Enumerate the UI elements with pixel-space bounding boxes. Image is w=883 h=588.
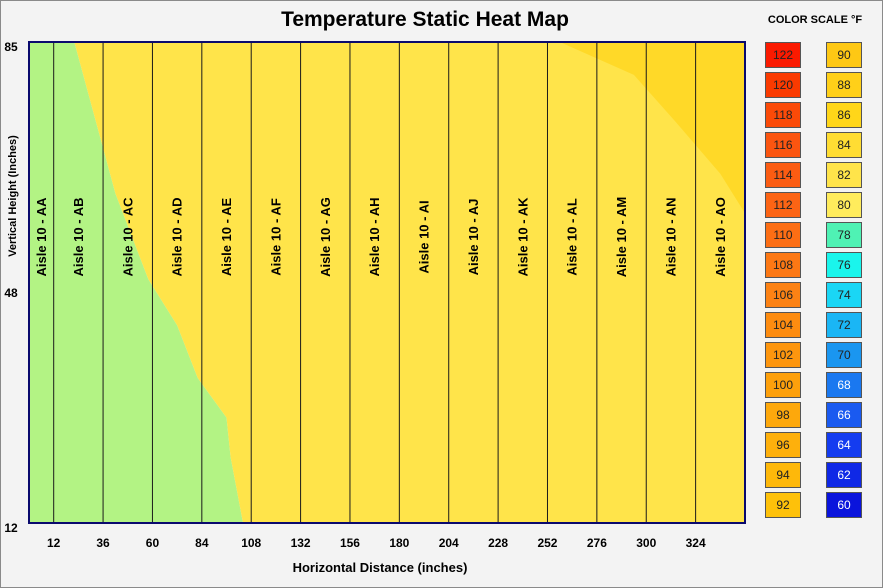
color-scale-swatch: 106 (765, 282, 801, 308)
color-scale-swatch: 104 (765, 312, 801, 338)
color-scale-swatch: 86 (826, 102, 862, 128)
aisle-label: Aisle 10 - AH (367, 198, 382, 277)
aisle-label: Aisle 10 - AM (614, 197, 629, 277)
x-tick-label: 108 (241, 536, 261, 550)
aisle-label: Aisle 10 - AB (71, 198, 86, 277)
chart-title: Temperature Static Heat Map (281, 8, 569, 31)
aisle-label: Aisle 10 - AJ (466, 199, 481, 276)
x-tick-label: 156 (340, 536, 360, 550)
x-tick-label: 276 (587, 536, 607, 550)
color-scale-swatch: 62 (826, 462, 862, 488)
color-scale-swatch: 94 (765, 462, 801, 488)
color-scale-swatch: 114 (765, 162, 801, 188)
plot-border (28, 41, 746, 524)
aisle-label: Aisle 10 - AF (268, 198, 283, 276)
color-scale-swatch: 118 (765, 102, 801, 128)
color-scale-swatch: 116 (765, 132, 801, 158)
temp-region-80 (74, 42, 746, 523)
x-tick-label: 12 (47, 536, 61, 550)
color-scale-swatch: 64 (826, 432, 862, 458)
color-scale-swatch: 66 (826, 402, 862, 428)
aisle-label: Aisle 10 - AO (713, 197, 728, 277)
color-scale-hot-column: 122 120 118 116 114 112 110 108 106 104 102 100 98 96… (765, 42, 801, 522)
color-scale-swatch: 74 (826, 282, 862, 308)
aisle-label: Aisle 10 - AE (219, 198, 234, 277)
color-scale-title: COLOR SCALE °F (767, 14, 863, 26)
color-scale-swatch: 112 (765, 192, 801, 218)
aisle-label: Aisle 10 - AI (417, 200, 432, 273)
color-scale-swatch: 70 (826, 342, 862, 368)
y-tick-label: 48 (4, 286, 18, 300)
color-scale-swatch: 78 (826, 222, 862, 248)
color-scale-swatch: 98 (765, 402, 801, 428)
color-scale-swatch: 110 (765, 222, 801, 248)
color-scale-swatch: 76 (826, 252, 862, 278)
x-tick-label: 36 (96, 536, 110, 550)
x-axis-label: Horizontal Distance (inches) (292, 560, 468, 575)
temp-region-78 (29, 42, 243, 523)
color-scale-swatch: 108 (765, 252, 801, 278)
x-tick-label: 300 (636, 536, 656, 550)
temp-region-82 (559, 42, 745, 214)
aisle-label: Aisle 10 - AG (318, 197, 333, 277)
y-tick-label: 12 (4, 521, 18, 535)
color-scale-swatch: 96 (765, 432, 801, 458)
color-scale-swatch: 122 (765, 42, 801, 68)
color-scale-swatch: 102 (765, 342, 801, 368)
color-scale-swatch: 84 (826, 132, 862, 158)
color-scale-swatch: 120 (765, 72, 801, 98)
color-scale-swatch: 90 (826, 42, 862, 68)
color-scale-swatch: 72 (826, 312, 862, 338)
x-tick-label: 60 (146, 536, 160, 550)
x-tick-label: 132 (291, 536, 311, 550)
aisle-label: Aisle 10 - AN (663, 198, 678, 277)
color-scale-swatch: 100 (765, 372, 801, 398)
color-scale-swatch: 82 (826, 162, 862, 188)
x-tick-label: 228 (488, 536, 508, 550)
aisle-label: Aisle 10 - AK (515, 197, 530, 277)
color-scale-swatch: 92 (765, 492, 801, 518)
color-scale-cool-column: 90 88 86 84 82 80 78 76 74 72 70 68 66 64 62 60 (826, 42, 862, 522)
aisle-label: Aisle 10 - AA (34, 197, 49, 277)
aisle-label: Aisle 10 - AC (120, 197, 135, 277)
color-scale-swatch: 68 (826, 372, 862, 398)
y-tick-label: 85 (4, 40, 18, 54)
x-tick-label: 84 (195, 536, 209, 550)
x-tick-label: 204 (439, 536, 459, 550)
x-tick-label: 324 (686, 536, 706, 550)
aisle-label: Aisle 10 - AD (170, 198, 185, 277)
color-scale-swatch: 60 (826, 492, 862, 518)
x-tick-label: 252 (537, 536, 557, 550)
color-scale-swatch: 80 (826, 192, 862, 218)
color-scale-swatch: 88 (826, 72, 862, 98)
aisle-label: Aisle 10 - AL (565, 198, 580, 276)
x-tick-label: 180 (389, 536, 409, 550)
